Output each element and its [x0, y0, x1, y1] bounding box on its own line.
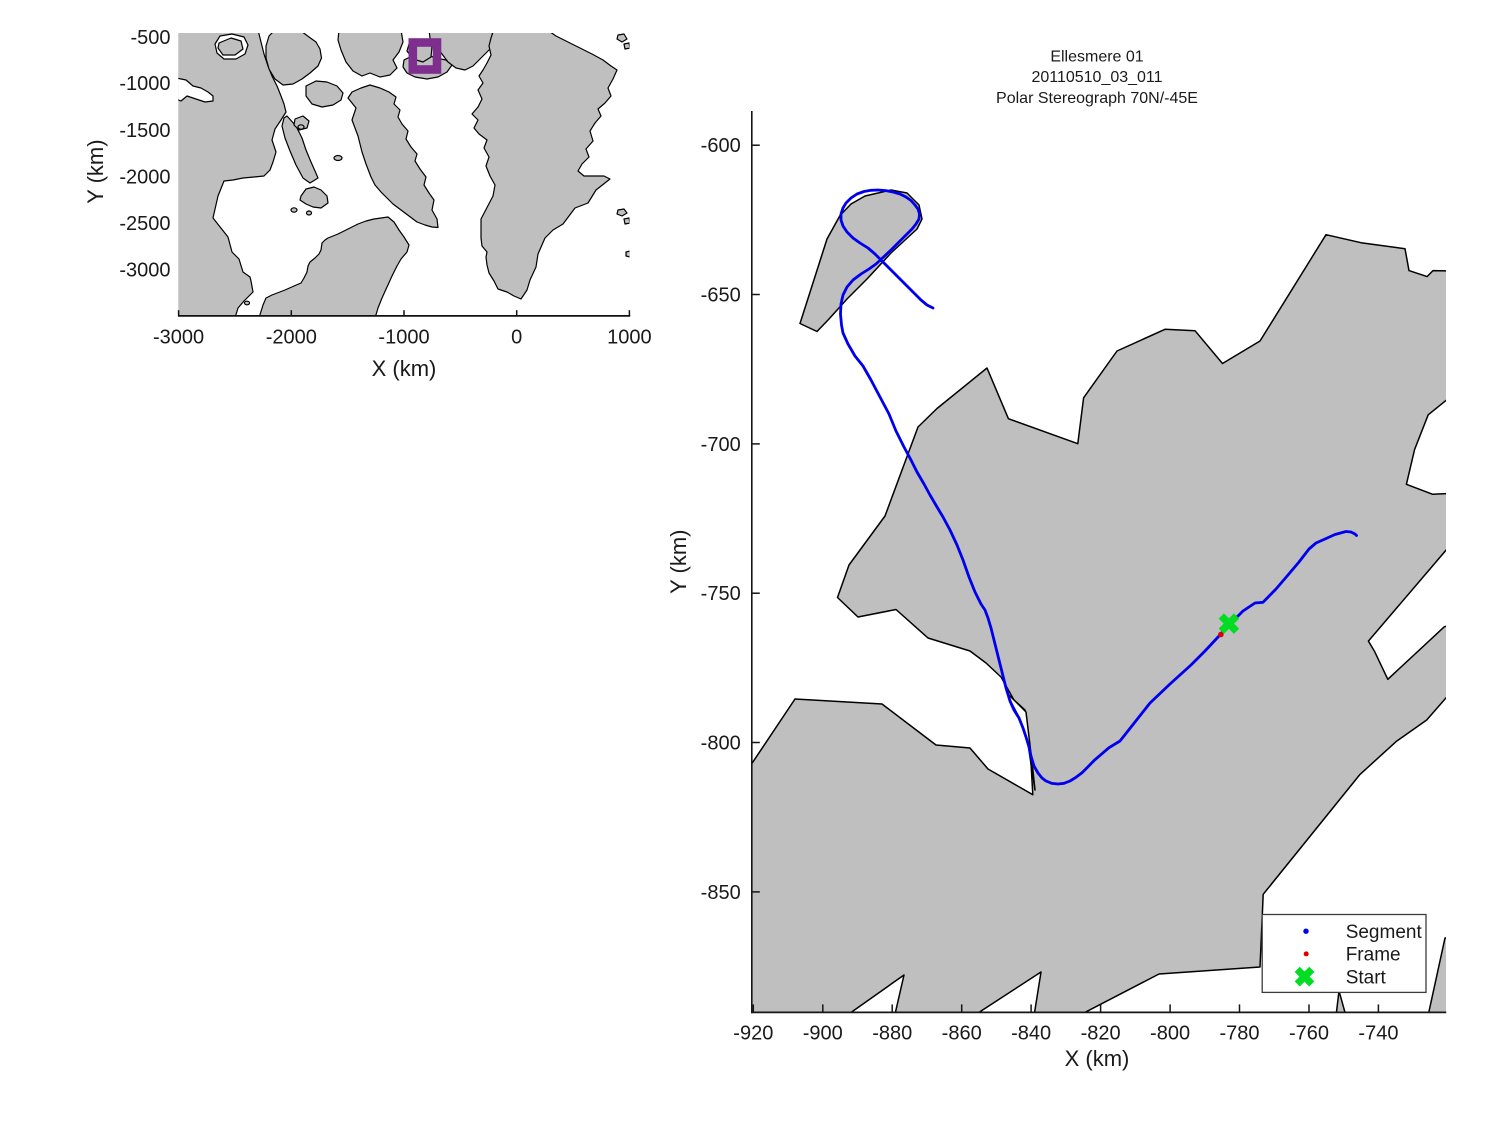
- svg-text:-1000: -1000: [378, 327, 429, 349]
- svg-text:-740: -740: [1358, 1023, 1398, 1045]
- svg-text:-1000: -1000: [119, 73, 170, 95]
- svg-text:1000: 1000: [607, 327, 652, 349]
- svg-text:-700: -700: [701, 434, 741, 456]
- svg-text:-2000: -2000: [266, 327, 317, 349]
- svg-text:-880: -880: [872, 1023, 912, 1045]
- svg-text:-860: -860: [942, 1023, 982, 1045]
- svg-text:-2000: -2000: [119, 166, 170, 188]
- svg-text:-2500: -2500: [119, 213, 170, 235]
- svg-text:-760: -760: [1289, 1023, 1329, 1045]
- svg-text:Polar Stereograph 70N/-45E: Polar Stereograph 70N/-45E: [996, 90, 1198, 107]
- svg-text:-900: -900: [803, 1023, 843, 1045]
- svg-text:-650: -650: [701, 285, 741, 307]
- svg-text:0: 0: [511, 327, 522, 349]
- svg-text:-500: -500: [130, 27, 170, 49]
- svg-text:X (km): X (km): [1065, 1046, 1130, 1071]
- svg-text:Y (km): Y (km): [83, 139, 108, 203]
- svg-text:X (km): X (km): [372, 356, 437, 381]
- svg-text:-850: -850: [701, 882, 741, 904]
- svg-text:-600: -600: [701, 135, 741, 157]
- svg-text:Start: Start: [1346, 967, 1387, 988]
- svg-text:-920: -920: [733, 1023, 773, 1045]
- svg-text:-840: -840: [1011, 1023, 1051, 1045]
- svg-text:-820: -820: [1081, 1023, 1121, 1045]
- svg-text:Ellesmere 01: Ellesmere 01: [1050, 49, 1143, 66]
- svg-text:-800: -800: [1150, 1023, 1190, 1045]
- svg-text:-750: -750: [701, 583, 741, 605]
- svg-text:-1500: -1500: [119, 120, 170, 142]
- svg-text:Y (km): Y (km): [666, 530, 691, 594]
- svg-text:Frame: Frame: [1346, 945, 1401, 966]
- svg-text:-780: -780: [1220, 1023, 1260, 1045]
- svg-text:-3000: -3000: [153, 327, 204, 349]
- svg-text:20110510_03_011: 20110510_03_011: [1031, 69, 1162, 86]
- svg-text:-800: -800: [701, 733, 741, 755]
- svg-text:Segment: Segment: [1346, 922, 1423, 943]
- svg-text:-3000: -3000: [119, 260, 170, 282]
